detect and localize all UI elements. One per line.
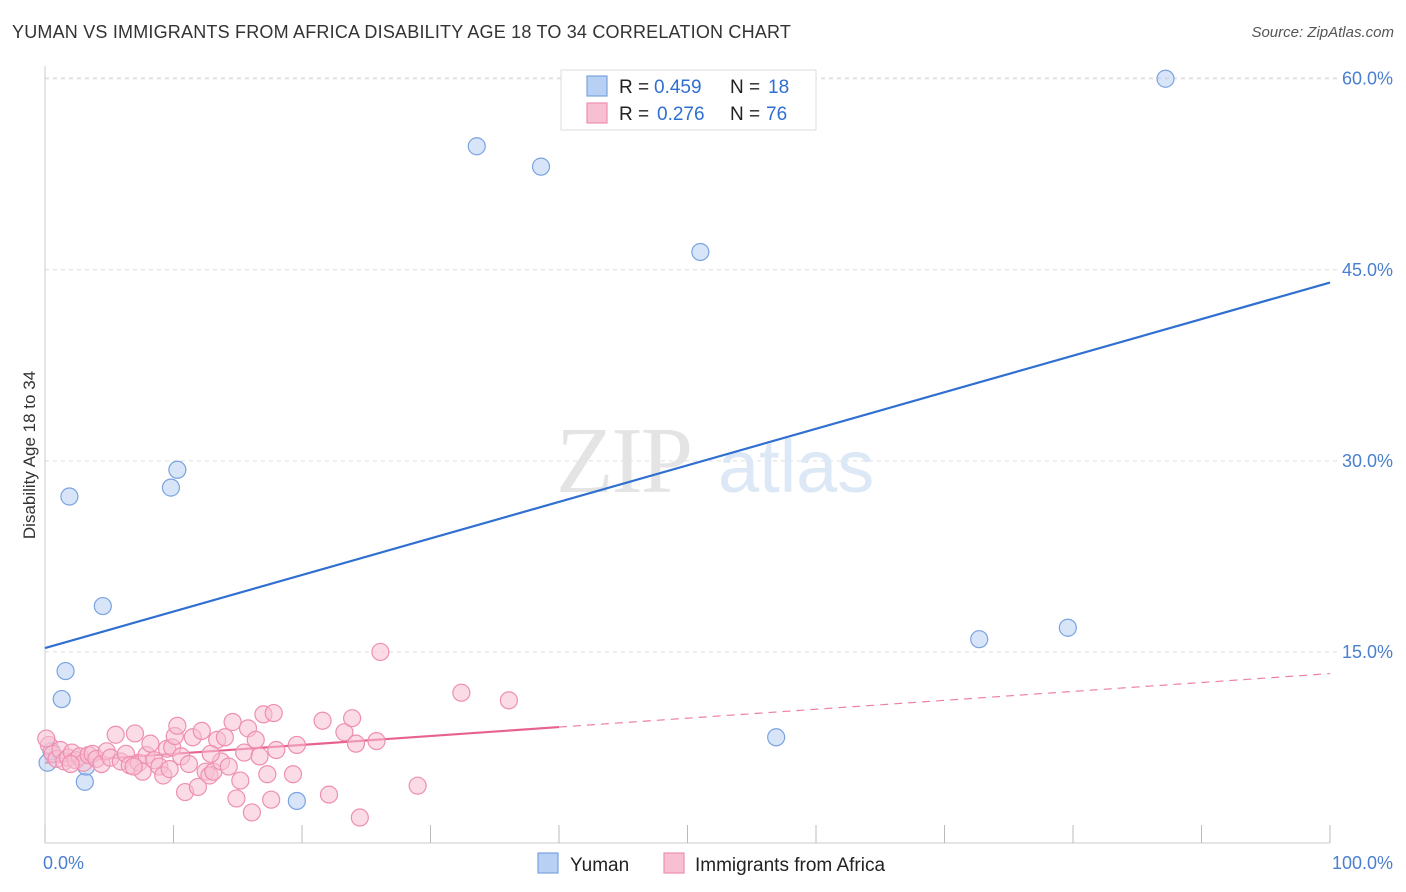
legend-n-label: N = [730,77,760,98]
africa-point [168,716,187,735]
bottom-legend-label-africa: Immigrants from Africa [695,855,885,876]
africa-point [267,740,286,760]
legend-swatch-yuman [586,75,608,97]
yuman-point [75,772,94,791]
yuman-point [161,478,181,497]
data-points [37,69,1175,827]
africa-point [371,642,390,662]
africa-point [179,754,199,774]
legend-n-label: N = [730,104,760,125]
africa-point [262,790,281,809]
grid [45,77,1338,653]
africa-point [227,789,246,808]
legend-n-value: 76 [766,104,787,125]
africa-point [283,765,303,784]
yuman-point [767,728,786,747]
africa-point [499,691,518,710]
chart-title: YUMAN VS IMMIGRANTS FROM AFRICA DISABILI… [12,22,792,42]
africa-point [192,721,211,741]
y-tick-label: 60.0% [1342,69,1393,89]
africa-point [231,771,250,790]
yuman-point [1058,618,1077,637]
axes: 15.0% 30.0% 45.0% 60.0% 0.0% 100.0% [43,66,1393,873]
legend-r-label: R = [619,77,649,98]
africa-point [452,683,471,702]
africa-point [141,734,160,753]
yuman-point [467,137,486,156]
yuman-point [60,487,79,506]
yuman-point [56,661,75,681]
africa-point [350,808,369,827]
trend-lines [44,281,1331,764]
africa-point [343,709,362,728]
africa-point [319,785,339,804]
africa-point [106,725,125,744]
source-label: Source: ZipAtlas.com [1251,24,1394,41]
x-tick-label: 100.0% [1332,853,1393,873]
yuman-point [287,791,306,811]
africa-point [264,703,283,723]
africa-point [124,757,143,776]
africa-point [367,731,386,751]
bottom-legend-swatch-yuman [537,852,559,874]
africa-point [223,712,242,732]
africa-point [125,724,145,743]
yuman-point [970,630,989,649]
africa-point [335,723,354,742]
legend-r-label: R = [619,104,649,125]
yuman-point [1156,69,1175,88]
africa-trend-line-dashed [558,672,1331,728]
legend-r-value: 0.276 [657,104,705,125]
yuman-point [531,157,551,176]
legend-n-value: 18 [768,77,789,98]
bottom-legend: Yuman Immigrants from Africa [537,852,885,876]
yuman-point [93,596,112,616]
africa-point [215,728,234,747]
africa-point [250,747,269,766]
africa-point [258,765,277,784]
africa-point [160,760,179,779]
legend: R = 0.459 N = 18 R = 0.276 N = 76 [560,69,817,131]
africa-point [188,777,208,797]
y-tick-label: 45.0% [1342,260,1393,280]
africa-point [246,730,265,749]
africa-point [37,729,56,748]
yuman-point [168,460,187,479]
y-tick-label: 15.0% [1342,642,1393,662]
y-axis-label: Disability Age 18 to 34 [20,371,39,539]
yuman-point [52,689,71,709]
legend-swatch-africa [586,102,608,124]
x-tick-label: 0.0% [43,853,84,873]
yuman-trend-line [44,281,1331,650]
y-tick-label: 30.0% [1342,451,1393,471]
africa-point [242,803,261,822]
watermark-atlas: atlas [718,425,874,508]
yuman-point [691,242,710,262]
africa-point [287,735,306,755]
africa-point [313,711,332,730]
africa-point [61,754,80,774]
africa-point [408,776,427,795]
africa-point [219,757,238,776]
africa-point [201,744,220,763]
africa-point [346,734,366,753]
watermark: ZIP atlas [556,409,874,513]
legend-r-value: 0.459 [654,77,702,98]
bottom-legend-swatch-africa [663,852,685,874]
bottom-legend-label-yuman: Yuman [570,855,629,876]
